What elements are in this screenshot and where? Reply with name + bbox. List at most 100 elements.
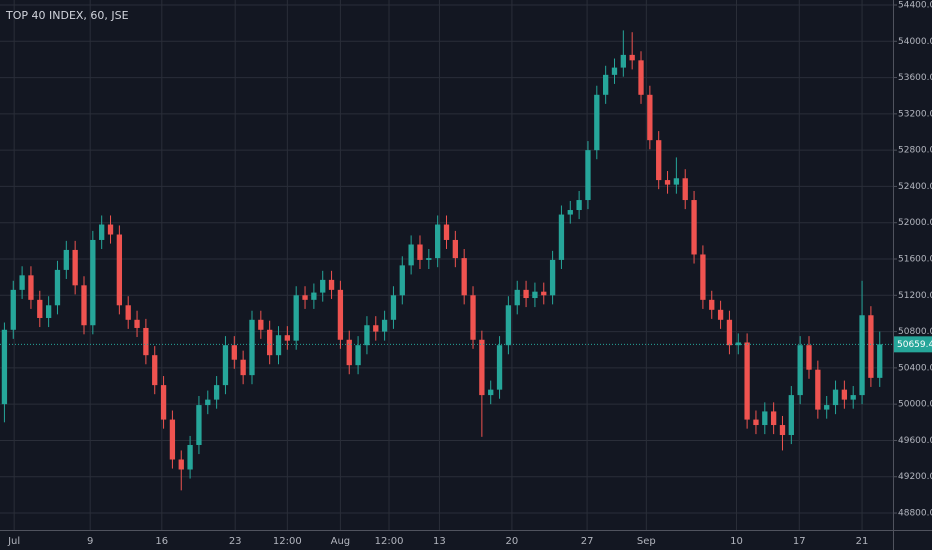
candle-body <box>45 305 52 318</box>
x-tick-label: Aug <box>331 536 351 547</box>
candle-body <box>815 369 821 410</box>
y-tick-label: 53200.00 <box>898 109 932 119</box>
x-tick-label: 20 <box>506 536 519 547</box>
y-tick-label: 54000.00 <box>898 37 932 47</box>
candle-body <box>267 329 273 356</box>
candle-body <box>222 345 229 386</box>
candle-body <box>231 345 237 360</box>
candle-body <box>770 411 777 426</box>
x-tick-label: 10 <box>730 536 743 547</box>
candle-body <box>311 292 317 300</box>
candle-body <box>452 239 458 259</box>
candle-body <box>541 291 547 296</box>
y-tick-label: 53600.00 <box>898 73 932 83</box>
candle-body <box>602 74 609 95</box>
y-tick-label: 51200.00 <box>898 291 932 301</box>
candle-body <box>275 335 282 356</box>
x-tick-label: 27 <box>581 536 594 547</box>
candle-body <box>37 299 43 318</box>
candle-body <box>753 419 759 426</box>
x-tick-label: 16 <box>155 536 168 547</box>
candle-body <box>567 210 573 215</box>
x-tick-label: 21 <box>856 536 869 547</box>
chart-title: TOP 40 INDEX, 60, JSE <box>5 9 129 22</box>
candle-body <box>832 389 839 406</box>
candle-body <box>134 319 140 328</box>
candle-body <box>549 259 556 296</box>
candle-body <box>735 342 741 346</box>
candle-body <box>28 275 34 300</box>
candle-body <box>656 140 662 181</box>
candle-body <box>841 389 848 400</box>
candle-body <box>470 295 476 340</box>
candle-body <box>1 329 8 405</box>
y-tick-label: 50800.00 <box>898 327 932 337</box>
candle-body <box>664 180 671 185</box>
y-tick-label: 50000.00 <box>898 400 932 410</box>
candle-body <box>381 319 388 332</box>
x-tick-label: 12:00 <box>375 536 404 547</box>
candle-body <box>426 258 432 260</box>
candle-body <box>328 279 335 290</box>
candle-body <box>850 395 856 400</box>
candle-body <box>594 94 600 151</box>
candle-body <box>682 178 688 201</box>
candle-body <box>496 345 503 390</box>
candle-body <box>868 315 874 378</box>
y-tick-label: 50400.00 <box>898 363 932 373</box>
x-tick-label: 12:00 <box>273 536 302 547</box>
candle-body <box>806 345 812 370</box>
x-tick-label: Sep <box>637 536 656 547</box>
candle-body <box>417 244 423 260</box>
candle-body <box>258 319 264 330</box>
candle-body <box>797 345 803 396</box>
y-tick-label: 52000.00 <box>898 218 932 228</box>
candle-body <box>399 265 405 296</box>
candle-body <box>558 214 565 260</box>
candle-body <box>293 295 299 341</box>
candle-body <box>19 275 25 290</box>
candle-body <box>523 289 529 299</box>
candle-body <box>408 244 414 266</box>
candle-body <box>709 299 715 310</box>
candle-body <box>320 279 326 293</box>
candle-body <box>744 342 750 420</box>
x-tick-label: 23 <box>229 536 242 547</box>
candle-body <box>205 399 211 406</box>
candle-body <box>72 249 78 286</box>
candle-body <box>10 289 16 330</box>
candle-body <box>187 444 193 470</box>
x-tick-label: 9 <box>87 536 93 547</box>
last-price-box <box>894 336 932 353</box>
candle-body <box>647 94 653 141</box>
candle-body <box>99 224 105 240</box>
candle-body <box>213 385 220 400</box>
candle-body <box>152 355 158 386</box>
candle-body <box>824 405 830 410</box>
candle-body <box>373 325 379 332</box>
y-tick-label: 48800.00 <box>898 509 932 519</box>
candle-body <box>788 395 794 436</box>
candle-body <box>90 239 96 326</box>
y-tick-label: 54400.00 <box>898 0 932 10</box>
candle-body <box>488 389 494 396</box>
candle-body <box>160 385 167 420</box>
x-tick-label: Jul <box>7 536 20 547</box>
candle-body <box>107 224 114 235</box>
candle-body <box>196 405 202 445</box>
candle-body <box>125 305 131 320</box>
candle-body <box>178 459 184 470</box>
axes: 48800.00 49200.00 49600.00 50000.00 50400.00… <box>7 0 932 547</box>
candle-body <box>337 289 344 340</box>
candle-body <box>700 254 706 300</box>
candle-body <box>505 305 512 346</box>
candle-body <box>691 200 697 255</box>
candle-body <box>762 411 768 426</box>
candle-body <box>585 150 591 201</box>
candle-body <box>249 319 255 376</box>
x-tick-label: 17 <box>793 536 806 547</box>
candle-body <box>532 291 538 299</box>
candle-body <box>576 200 582 211</box>
candle-body <box>302 295 308 300</box>
